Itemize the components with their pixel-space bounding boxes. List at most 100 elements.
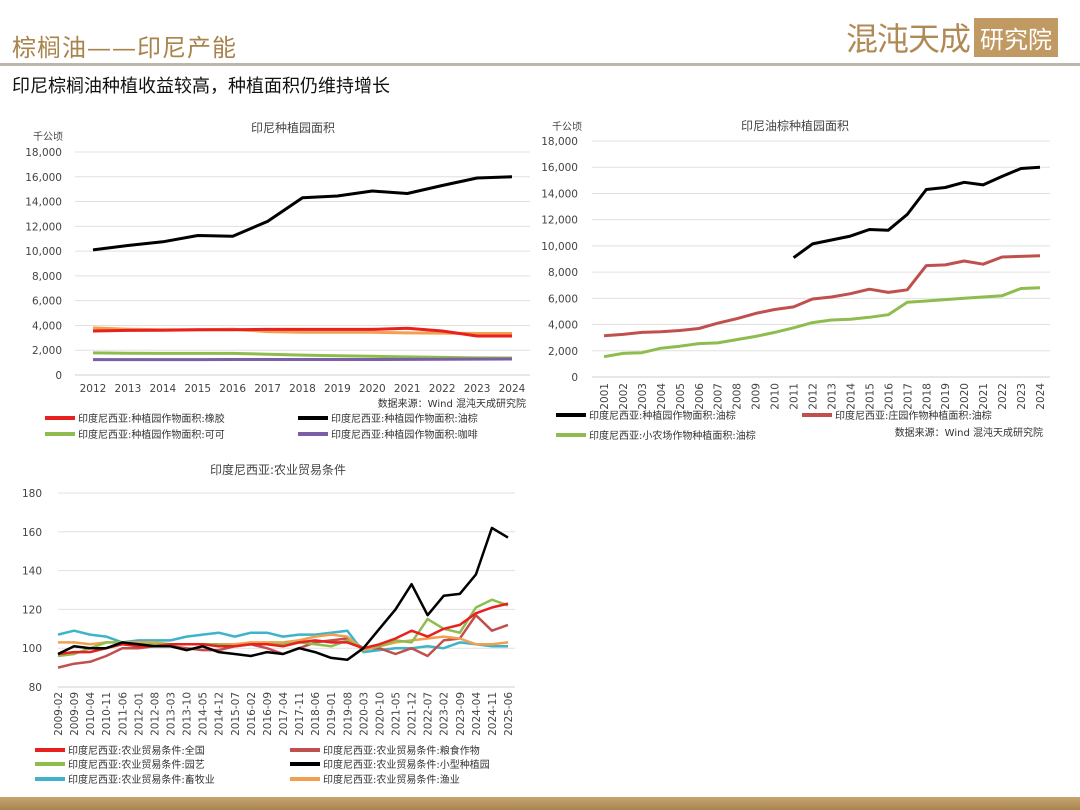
x-tick-label: 2020 [959, 383, 971, 410]
x-tick-label: 2018 [289, 383, 316, 395]
series-line-2 [92, 175, 513, 252]
series-line-4 [93, 357, 513, 362]
x-tick-label: 2014-12 [214, 692, 226, 736]
legend-label: 印度尼西亚:农业贸易条件:粮食作物 [323, 744, 480, 757]
chart-title: 印尼种植园面积 [251, 120, 335, 135]
legend-item: 印度尼西亚:庄园作物种植面积:油棕 [802, 409, 992, 422]
legend-label: 印度尼西亚:农业贸易条件:园艺 [68, 758, 205, 771]
legend-item: 印度尼西亚:农业贸易条件:粮食作物 [290, 744, 480, 757]
y-tick-label: 140 [22, 566, 42, 578]
y-tick-label: 16,000 [541, 162, 578, 174]
legend-item: 印度尼西亚:农业贸易条件:畜牧业 [35, 773, 215, 786]
x-tick-label: 2023-02 [439, 692, 451, 736]
y-tick-label: 12,000 [541, 215, 578, 227]
footer-band [0, 797, 1080, 810]
x-tick-label: 2018-06 [310, 692, 322, 736]
x-tick-label: 2021 [978, 383, 990, 410]
legend-item: 印度尼西亚:小农场作物种植面积:油棕 [556, 429, 756, 442]
x-tick-label: 2015 [184, 383, 211, 395]
legend-label: 印度尼西亚:种植园作物面积:油棕 [331, 412, 478, 425]
chart-title: 印度尼西亚:农业贸易条件 [210, 462, 346, 477]
series-line-5 [57, 526, 509, 662]
x-tick-label: 2021-05 [391, 692, 403, 736]
page-subtitle: 印尼棕榈油种植收益较高，种植面积仍维持增长 [12, 76, 390, 97]
y-tick-label: 100 [22, 643, 42, 655]
chart-title: 印尼油棕种植园面积 [741, 118, 849, 133]
chart-2: 印尼油棕种植园面积 千公顷 0 2,000 4,000 6,000 8,000 10,000 1… [541, 118, 1050, 442]
x-tick-label: 2010-04 [85, 692, 97, 736]
legend-label: 印度尼西亚:小农场作物种植面积:油棕 [589, 429, 756, 442]
x-tick-label: 2015 [864, 383, 876, 410]
x-tick-label: 2024 [1035, 383, 1047, 410]
x-tick-label: 2004 [656, 383, 668, 410]
x-tick-label: 2018 [921, 383, 933, 410]
y-tick-label: 80 [29, 682, 42, 694]
x-tick-label: 2019 [324, 383, 351, 395]
y-tick-label: 4,000 [548, 320, 578, 332]
y-tick-label: 2,000 [548, 346, 578, 358]
y-tick-label: 6,000 [548, 293, 578, 305]
x-tick-label: 2017 [254, 383, 281, 395]
x-tick-label: 2015-07 [230, 692, 242, 736]
x-tick-label: 2012 [808, 383, 820, 410]
x-tick-label: 2010 [770, 383, 782, 410]
legend-label: 印度尼西亚:农业贸易条件:渔业 [323, 773, 460, 786]
x-tick-label: 2023-09 [455, 692, 467, 736]
x-tick-label: 2007 [713, 383, 725, 410]
x-tick-label: 2017-04 [278, 692, 290, 736]
x-tick-label: 2016-02 [246, 692, 258, 736]
x-tick-label: 2023 [464, 383, 491, 395]
x-tick-label: 2001 [599, 383, 611, 410]
legend-item: 印度尼西亚:种植园作物面积:咖啡 [298, 428, 478, 441]
y-tick-label: 10,000 [541, 241, 578, 253]
y-tick-label: 18,000 [25, 147, 62, 159]
x-tick-label: 2020 [359, 383, 386, 395]
legend-item: 印度尼西亚:种植园作物面积:油棕 [298, 412, 478, 425]
legend-item: 印度尼西亚:农业贸易条件:渔业 [290, 773, 460, 786]
x-tick-label: 2002 [618, 383, 630, 410]
x-tick-label: 2013 [826, 383, 838, 410]
x-tick-label: 2011-06 [117, 692, 129, 736]
x-tick-label: 2014-05 [198, 692, 210, 736]
y-tick-label: 180 [22, 488, 42, 500]
y-tick-label: 160 [22, 527, 42, 539]
series-line-1 [92, 326, 512, 338]
x-tick-label: 2017 [902, 383, 914, 410]
logo-text: 混沌天成 [845, 20, 971, 58]
series-line-4 [57, 602, 509, 656]
x-tick-label: 2003 [637, 383, 649, 410]
legend-label: 印度尼西亚:农业贸易条件:小型种植园 [323, 758, 490, 771]
x-tick-label: 2006 [694, 383, 706, 410]
x-tick-label: 2019-08 [342, 692, 354, 736]
y-tick-label: 120 [22, 604, 42, 616]
y-tick-label: 14,000 [541, 188, 578, 200]
y-tick-label: 10,000 [25, 246, 62, 258]
x-tick-label: 2013-10 [182, 692, 194, 736]
logo: 混沌天成 研究院 [846, 14, 1058, 60]
data-source: 数据来源：Wind 混沌天成研究院 [378, 397, 526, 410]
x-tick-label: 2020-10 [374, 692, 386, 736]
y-tick-label: 8,000 [548, 267, 578, 279]
y-tick-label: 4,000 [32, 320, 62, 332]
legend-item: 印度尼西亚:种植园作物面积:可可 [45, 428, 225, 441]
legend-item: 印度尼西亚:农业贸易条件:全国 [35, 744, 205, 757]
x-tick-label: 2016 [883, 383, 895, 410]
x-tick-label: 2013-03 [166, 692, 178, 736]
x-tick-label: 2024-11 [487, 692, 499, 736]
x-tick-label: 2024 [499, 383, 526, 395]
legend-label: 印度尼西亚:种植园作物面积:可可 [78, 428, 225, 441]
y-tick-label: 0 [571, 372, 578, 384]
series-line-0 [792, 165, 1041, 259]
x-tick-label: 2021-12 [407, 692, 419, 736]
x-tick-label: 2023 [1016, 383, 1028, 410]
x-tick-label: 2017-11 [294, 692, 306, 736]
legend-label: 印度尼西亚:种植园作物面积:咖啡 [331, 428, 478, 441]
series-line-2 [58, 633, 509, 652]
legend-item: 印度尼西亚:农业贸易条件:小型种植园 [290, 758, 490, 771]
x-tick-label: 2022 [429, 383, 456, 395]
y-axis-unit: 千公顷 [33, 131, 63, 143]
y-tick-label: 16,000 [25, 172, 62, 184]
x-tick-label: 2022-07 [423, 692, 435, 736]
x-tick-label: 2020-03 [358, 692, 370, 736]
